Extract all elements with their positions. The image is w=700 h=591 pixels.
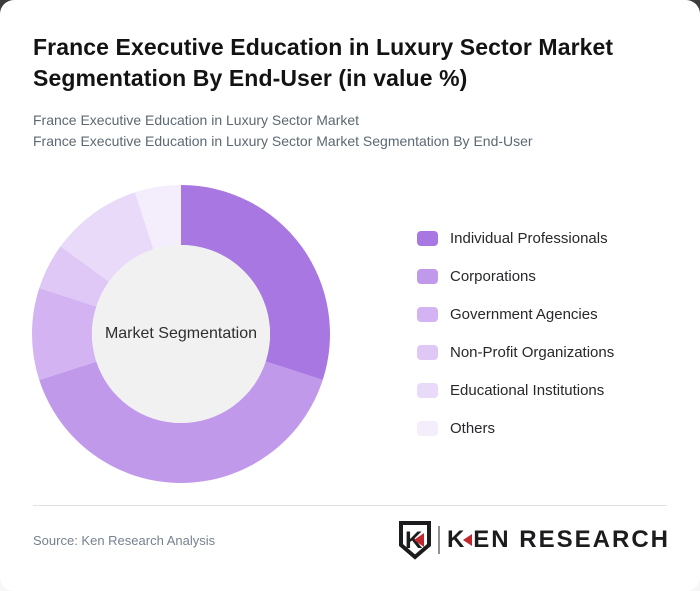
donut-segment-non-profit-organizations[interactable] <box>39 246 109 307</box>
legend-label-corporations: Corporations <box>450 267 536 285</box>
donut-segment-corporations[interactable] <box>39 361 323 484</box>
donut-segment-government-agencies[interactable] <box>31 287 97 381</box>
legend-label-government-agencies: Government Agencies <box>450 305 598 323</box>
legend-label-educational-institutions: Educational Institutions <box>450 381 605 399</box>
legend-swatch-corporations <box>417 268 438 284</box>
legend-label-non-profit-organizations: Non-Profit Organizations <box>450 343 615 361</box>
legend: Individual Professionals Corporations Gove… <box>417 228 614 438</box>
donut-segment-others[interactable] <box>134 185 181 250</box>
donut-chart: Market Segmentation <box>11 164 351 504</box>
legend-item-educational-institutions[interactable]: Educational Institutions <box>417 380 614 400</box>
chart-subtitle: France Executive Education in Luxury Sec… <box>33 110 663 152</box>
logo-red-arrow-icon <box>463 534 473 546</box>
logo-wordmark-k: K <box>446 526 467 553</box>
legend-swatch-individual-professionals <box>417 230 438 246</box>
chart-subtitle-line1: France Executive Education in Luxury Sec… <box>33 112 360 128</box>
legend-swatch-others <box>417 420 438 436</box>
legend-item-individual-professionals[interactable]: Individual Professionals <box>417 228 614 248</box>
logo-wordmark: K EN RESEARCH <box>447 526 670 554</box>
logo-separator <box>437 526 440 554</box>
source-note: Source: Ken Research Analysis <box>33 533 216 548</box>
donut-svg <box>31 185 330 484</box>
legend-label-individual-professionals: Individual Professionals <box>450 229 608 247</box>
legend-swatch-educational-institutions <box>417 382 438 398</box>
donut-segment-individual-professionals[interactable] <box>181 185 330 381</box>
legend-item-corporations[interactable]: Corporations <box>417 266 614 286</box>
legend-swatch-non-profit-organizations <box>417 344 438 360</box>
chart-subtitle-line2: France Executive Education in Luxury Sec… <box>33 133 533 149</box>
ken-research-logo: K K EN RESEARCH <box>398 518 670 562</box>
ken-research-badge-icon: K <box>398 521 431 560</box>
donut-segment-educational-institutions[interactable] <box>60 192 154 282</box>
legend-item-non-profit-organizations[interactable]: Non-Profit Organizations <box>417 342 614 362</box>
footer-divider <box>33 505 667 506</box>
legend-label-others: Others <box>450 419 496 437</box>
legend-item-government-agencies[interactable]: Government Agencies <box>417 304 614 324</box>
donut-hole <box>92 245 270 423</box>
logo-wordmark-rest: EN RESEARCH <box>473 526 670 553</box>
svg-text:K: K <box>405 527 423 554</box>
legend-swatch-government-agencies <box>417 306 438 322</box>
chart-title: France Executive Education in Luxury Sec… <box>33 34 614 91</box>
legend-item-others[interactable]: Others <box>417 418 614 438</box>
